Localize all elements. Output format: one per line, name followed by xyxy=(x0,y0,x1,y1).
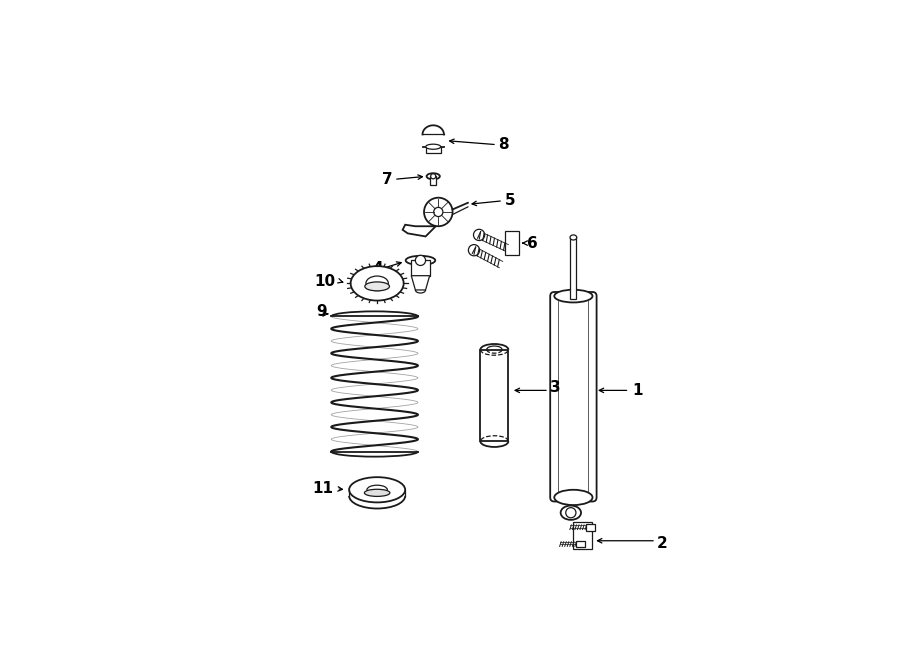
Ellipse shape xyxy=(554,290,592,303)
Text: 9: 9 xyxy=(316,304,327,319)
Circle shape xyxy=(434,207,443,216)
Ellipse shape xyxy=(351,266,403,301)
Bar xyxy=(571,238,577,299)
Bar xyxy=(430,176,436,185)
Ellipse shape xyxy=(406,256,436,265)
Ellipse shape xyxy=(570,235,577,240)
Circle shape xyxy=(473,229,485,240)
Ellipse shape xyxy=(366,276,389,291)
Text: 6: 6 xyxy=(527,236,538,250)
Text: 11: 11 xyxy=(312,481,333,496)
Bar xyxy=(411,260,429,275)
FancyBboxPatch shape xyxy=(550,292,597,502)
Text: 3: 3 xyxy=(550,381,561,395)
Bar xyxy=(573,522,591,549)
Ellipse shape xyxy=(554,490,592,505)
Circle shape xyxy=(424,198,453,226)
Polygon shape xyxy=(402,224,436,236)
Text: 7: 7 xyxy=(382,172,392,187)
Text: 4: 4 xyxy=(372,261,382,275)
Text: 1: 1 xyxy=(632,383,643,398)
Bar xyxy=(426,147,441,153)
Ellipse shape xyxy=(349,477,405,502)
Text: 2: 2 xyxy=(657,536,668,551)
Circle shape xyxy=(431,173,436,179)
Bar xyxy=(481,350,508,442)
Ellipse shape xyxy=(561,506,581,520)
Bar xyxy=(505,231,519,256)
Circle shape xyxy=(468,244,480,256)
Ellipse shape xyxy=(364,489,390,496)
Ellipse shape xyxy=(427,173,440,179)
Text: 10: 10 xyxy=(314,274,335,289)
Text: 5: 5 xyxy=(504,193,515,209)
Polygon shape xyxy=(411,275,429,290)
Ellipse shape xyxy=(367,485,387,495)
Bar xyxy=(576,541,585,547)
Ellipse shape xyxy=(426,144,441,149)
Bar xyxy=(586,524,595,530)
Circle shape xyxy=(566,508,576,518)
Text: 8: 8 xyxy=(498,137,508,152)
Circle shape xyxy=(416,256,426,265)
Ellipse shape xyxy=(364,282,390,291)
